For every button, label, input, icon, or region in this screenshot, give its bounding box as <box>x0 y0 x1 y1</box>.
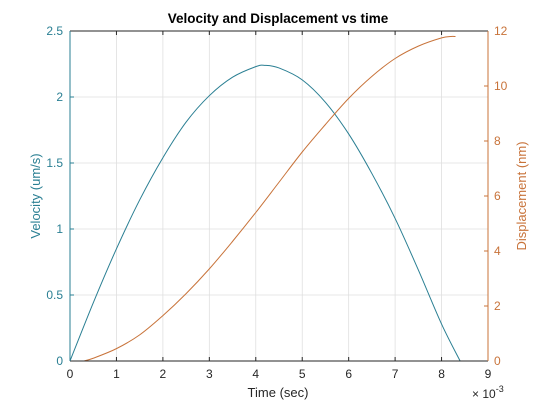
y-left-tick-label: 2 <box>56 90 63 104</box>
y-right-tick-label: 8 <box>494 134 501 148</box>
series-layer <box>69 35 461 362</box>
displacement-series-line <box>83 35 456 362</box>
x-axis-label: Time (sec) <box>248 385 309 400</box>
axes <box>69 30 489 362</box>
x-tick-label: 0 <box>67 367 74 381</box>
x-tick-label: 6 <box>345 367 352 381</box>
x-tick-label: 4 <box>252 367 259 381</box>
velocity-series-line <box>69 64 461 362</box>
x-tick-label: 9 <box>485 367 492 381</box>
y-right-tick-label: 0 <box>494 354 501 368</box>
y-left-tick-label: 2.5 <box>46 24 63 38</box>
y-right-tick-label: 12 <box>494 24 508 38</box>
y-right-tick-label: 2 <box>494 299 501 313</box>
y-right-tick-label: 6 <box>494 189 501 203</box>
x-tick-label: 5 <box>299 367 306 381</box>
y-axis-label-right: Displacement (nm) <box>514 141 529 250</box>
grid <box>70 31 488 361</box>
x-axis-multiplier: × 10-3 <box>472 384 504 401</box>
x-tick-label: 8 <box>438 367 445 381</box>
x-tick-label: 3 <box>206 367 213 381</box>
x-tick-label: 1 <box>113 367 120 381</box>
y-left-tick-label: 0 <box>56 354 63 368</box>
y-axis-label-left: Velocity (um/s) <box>28 153 43 238</box>
x-multiplier-base: × 10 <box>472 387 496 401</box>
x-multiplier-exponent: -3 <box>496 384 504 394</box>
y-left-tick-label: 1.5 <box>46 156 63 170</box>
chart-title: Velocity and Displacement vs time <box>168 11 389 26</box>
x-tick-label: 7 <box>392 367 399 381</box>
y-right-tick-label: 10 <box>494 79 508 93</box>
x-tick-label: 2 <box>160 367 167 381</box>
y-left-tick-label: 0.5 <box>46 288 63 302</box>
y-right-tick-label: 4 <box>494 244 501 258</box>
y-left-tick-label: 1 <box>56 222 63 236</box>
